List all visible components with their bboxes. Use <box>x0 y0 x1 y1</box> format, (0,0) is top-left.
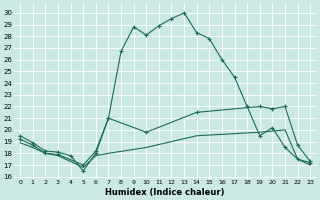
X-axis label: Humidex (Indice chaleur): Humidex (Indice chaleur) <box>106 188 225 197</box>
